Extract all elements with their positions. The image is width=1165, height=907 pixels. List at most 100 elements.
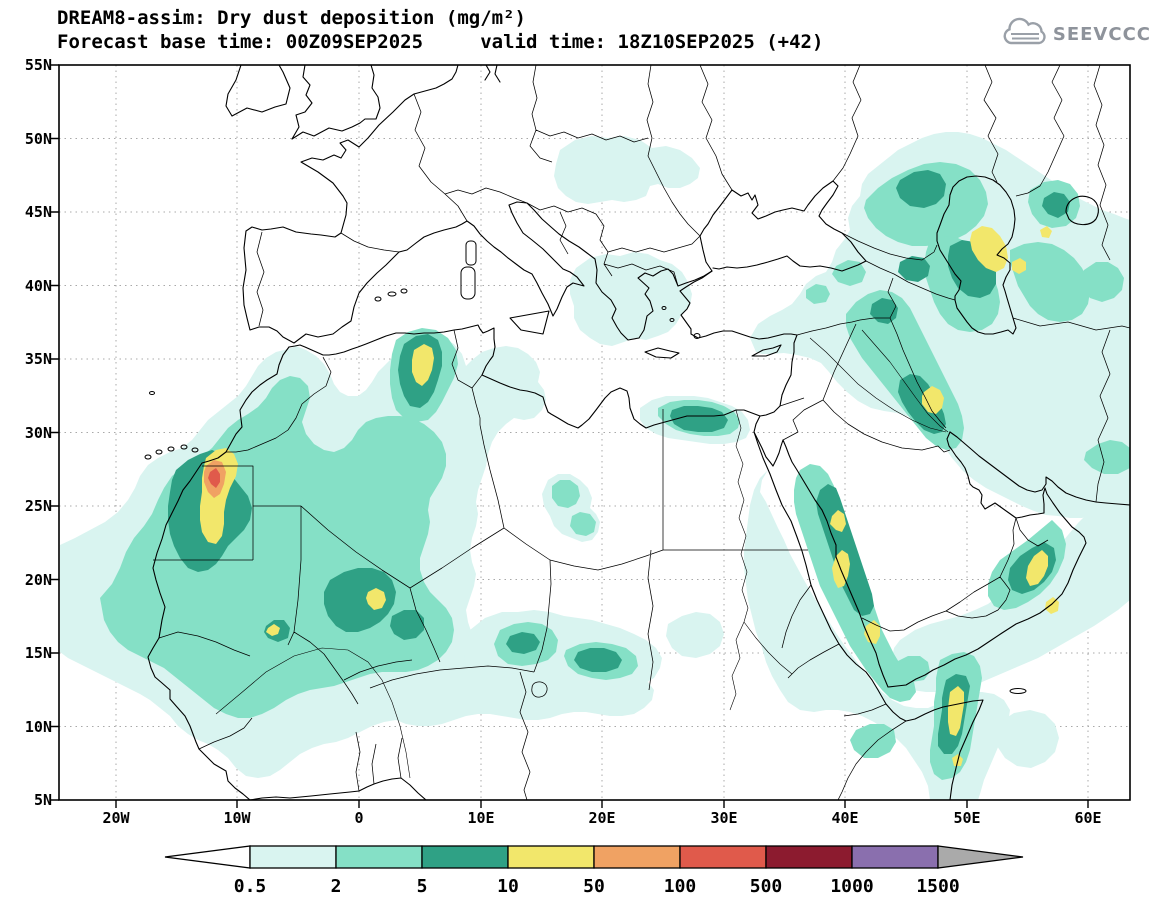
seevccc-logo: SEEVCCC bbox=[1001, 16, 1151, 52]
lat-label: 5N bbox=[34, 791, 52, 809]
coast-red-sea-africa bbox=[753, 431, 984, 800]
dust2-west-africa bbox=[100, 376, 454, 718]
lon-label: 20W bbox=[102, 809, 130, 827]
colorbar-tick: 10 bbox=[497, 876, 519, 897]
island-canary-3 bbox=[167, 446, 175, 452]
dust10-algeria bbox=[412, 344, 434, 386]
island-crete bbox=[644, 347, 680, 359]
lat-label: 15N bbox=[25, 644, 52, 662]
island-balearic-2 bbox=[387, 291, 397, 297]
lon-label: 40E bbox=[831, 809, 858, 827]
lon-label: 30E bbox=[710, 809, 737, 827]
lon-label: 20E bbox=[588, 809, 615, 827]
dust-middle-east bbox=[750, 132, 1130, 518]
colorbar-seg-0.5 bbox=[249, 845, 337, 869]
title-block: DREAM8-assim: Dry dust deposition (mg/m²… bbox=[57, 6, 823, 54]
lon-label: 50E bbox=[953, 809, 980, 827]
dust100-morocco bbox=[208, 468, 220, 488]
colorbar-seg-50 bbox=[593, 845, 681, 869]
colorbar-tick: 100 bbox=[664, 876, 697, 897]
dust2-ethiopia bbox=[850, 724, 896, 758]
lat-label: 30N bbox=[25, 424, 52, 442]
rivers bbox=[215, 329, 949, 779]
dust5-caspian bbox=[896, 170, 1070, 298]
dust2-caspian-east bbox=[1010, 242, 1090, 322]
coast-caspian bbox=[936, 175, 1017, 335]
logo-text: SEEVCCC bbox=[1052, 23, 1151, 45]
coast-iran-gulf bbox=[949, 431, 1130, 506]
dust5-chad bbox=[506, 632, 540, 654]
lat-axis: 55N 50N 45N 40N 35N 30N 25N 20N 15N 10N … bbox=[25, 56, 52, 809]
colorbar-tick: 1000 bbox=[830, 876, 873, 897]
lat-label: 55N bbox=[25, 56, 52, 74]
colorbar bbox=[164, 845, 1024, 869]
coast-europe-atlantic bbox=[300, 65, 459, 234]
island-socotra bbox=[1009, 688, 1027, 694]
island-madeira bbox=[149, 391, 155, 395]
dust2-makran-edge bbox=[1084, 440, 1130, 474]
island-balearic-3 bbox=[400, 288, 408, 294]
dust10-caspian bbox=[970, 226, 1052, 274]
island-balearic-1 bbox=[374, 296, 382, 302]
dust2-east-edge bbox=[1080, 262, 1124, 302]
cloud-icon bbox=[1003, 17, 1046, 45]
colorbar-tick: 5 bbox=[417, 876, 428, 897]
colorbar-tick: 2 bbox=[331, 876, 342, 897]
lat-label: 20N bbox=[25, 571, 52, 589]
colorbar-seg-5 bbox=[421, 845, 509, 869]
coast-iberia bbox=[242, 226, 400, 344]
island-aegean-2 bbox=[661, 306, 667, 310]
island-denmark-bits bbox=[484, 65, 501, 83]
island-canary-1 bbox=[144, 454, 152, 460]
lat-label: 40N bbox=[25, 277, 52, 295]
colorbar-tick: 1500 bbox=[916, 876, 959, 897]
colorbar-seg-2 bbox=[335, 845, 423, 869]
colorbar-tick: 0.5 bbox=[234, 876, 267, 897]
colorbar-seg-500 bbox=[765, 845, 853, 869]
island-canary-5 bbox=[191, 447, 199, 453]
small-islands bbox=[144, 240, 1027, 694]
dust-level-100 bbox=[208, 468, 220, 488]
dust10-oman bbox=[1026, 550, 1059, 614]
colorbar-tick: 50 bbox=[583, 876, 605, 897]
island-cyprus bbox=[751, 344, 782, 357]
island-canary-4 bbox=[180, 444, 188, 450]
dust-aegean bbox=[570, 252, 692, 346]
dust10-yemen bbox=[864, 620, 880, 644]
lat-label: 50N bbox=[25, 130, 52, 148]
colorbar-seg-1000 bbox=[851, 845, 939, 869]
dust10-somalia bbox=[948, 686, 964, 766]
island-sicily bbox=[509, 310, 550, 335]
page-title: DREAM8-assim: Dry dust deposition (mg/m²… bbox=[57, 7, 526, 29]
lon-label: 0 bbox=[354, 809, 363, 827]
lat-label: 10N bbox=[25, 718, 52, 736]
dust5-saudi-coast bbox=[816, 484, 874, 616]
lat-label: 25N bbox=[25, 497, 52, 515]
coast-sinai-arabia bbox=[753, 415, 1087, 688]
coast-west-africa bbox=[147, 346, 427, 800]
lon-label: 10W bbox=[223, 809, 251, 827]
coast-italy bbox=[398, 201, 585, 317]
lon-label: 10E bbox=[467, 809, 494, 827]
colorbar-arrow-right bbox=[937, 845, 1024, 869]
colorbar-arrow-left bbox=[164, 845, 251, 869]
lon-label: 60E bbox=[1074, 809, 1101, 827]
island-rhodes bbox=[693, 333, 701, 339]
dust5-sudan bbox=[574, 648, 622, 672]
coast-britain bbox=[291, 65, 381, 140]
island-sardinia bbox=[460, 266, 476, 300]
colorbar-tick: 500 bbox=[750, 876, 783, 897]
colorbar-labels: 0.5 2 5 10 50 100 500 1000 1500 bbox=[234, 876, 960, 897]
colorbar-seg-10 bbox=[507, 845, 595, 869]
dust10-saudi bbox=[830, 510, 850, 588]
dust-indian-ocean bbox=[995, 710, 1059, 768]
lon-axis: 20W 10W 0 10E 20E 30E 40E 50E 60E bbox=[102, 809, 1101, 827]
dust-balkans bbox=[554, 136, 700, 204]
lat-label: 45N bbox=[25, 203, 52, 221]
colorbar-seg-100 bbox=[679, 845, 767, 869]
dust2-libya bbox=[552, 480, 596, 536]
island-corsica bbox=[465, 240, 477, 266]
dust2-anatolia bbox=[806, 260, 866, 304]
